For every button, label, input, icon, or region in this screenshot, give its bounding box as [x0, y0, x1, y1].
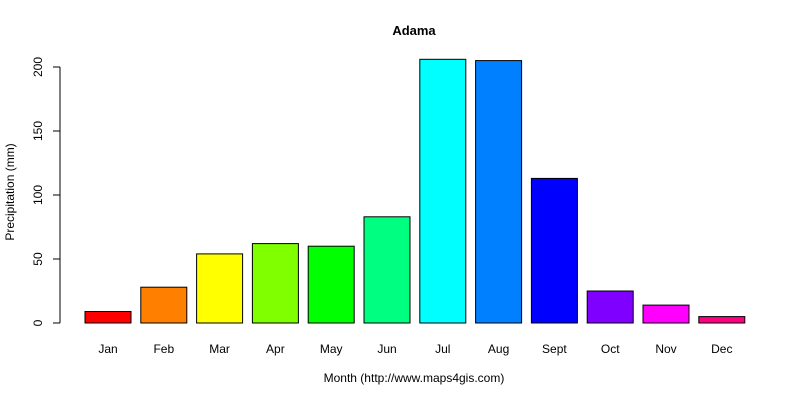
- bar-apr: [251, 243, 299, 324]
- y-tick-label: 0: [31, 319, 45, 326]
- y-tick-label: 150: [31, 121, 45, 141]
- bar-mar: [196, 253, 244, 324]
- bars-group: [84, 58, 746, 324]
- bar-feb: [140, 286, 188, 324]
- y-tick-label: 100: [31, 185, 45, 205]
- x-tick-label: Mar: [209, 342, 230, 356]
- y-tick-label: 200: [31, 57, 45, 77]
- x-tick-label: Jun: [377, 342, 396, 356]
- bar-dec: [698, 316, 746, 324]
- x-tick-label: Dec: [711, 342, 732, 356]
- x-axis-label: Month (http://www.maps4gis.com): [324, 371, 505, 385]
- x-tick-labels: Jan Feb Mar Apr May Jun Jul Aug Sept Oct Nov Dec: [98, 342, 732, 356]
- bar-nov: [642, 304, 690, 324]
- bar-oct: [586, 290, 634, 324]
- x-tick-label: Apr: [266, 342, 285, 356]
- chart-title: Adama: [392, 23, 436, 38]
- y-tick-label: 50: [31, 252, 45, 266]
- bar-sept: [530, 177, 578, 324]
- x-tick-label: Nov: [655, 342, 676, 356]
- x-tick-label: Oct: [601, 342, 620, 356]
- x-tick-label: Jan: [98, 342, 117, 356]
- bar-jun: [363, 216, 411, 324]
- x-tick-label: May: [320, 342, 343, 356]
- x-tick-label: Sept: [542, 342, 567, 356]
- y-axis-label: Precipitation (mm): [3, 143, 17, 240]
- bar-jan: [84, 311, 132, 324]
- bar-may: [307, 245, 355, 324]
- y-axis: 0 50 100 150 200: [31, 57, 61, 326]
- x-tick-label: Feb: [153, 342, 174, 356]
- x-tick-label: Jul: [435, 342, 450, 356]
- x-tick-label: Aug: [488, 342, 509, 356]
- bar-aug: [475, 60, 523, 324]
- bar-jul: [419, 58, 467, 324]
